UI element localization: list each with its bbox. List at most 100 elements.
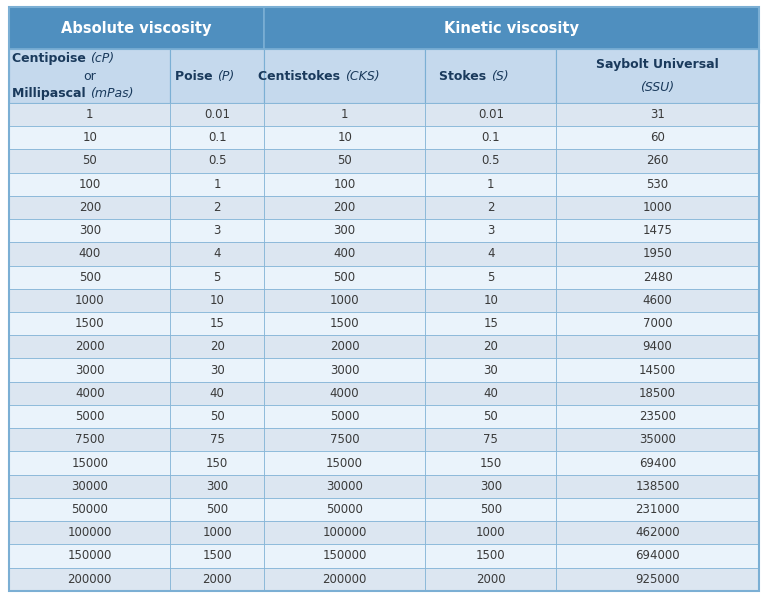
Text: 1000: 1000 bbox=[476, 526, 505, 539]
Text: 50: 50 bbox=[483, 410, 498, 423]
Text: 50000: 50000 bbox=[326, 503, 363, 516]
Bar bbox=[264, 451, 425, 475]
Bar bbox=[425, 196, 556, 219]
Text: (P): (P) bbox=[217, 69, 234, 83]
Bar bbox=[9, 451, 170, 475]
Text: 0.1: 0.1 bbox=[208, 131, 227, 144]
Bar bbox=[264, 405, 425, 428]
Bar bbox=[264, 521, 425, 544]
Text: 150: 150 bbox=[206, 456, 228, 469]
Bar bbox=[170, 173, 264, 196]
Text: 0.5: 0.5 bbox=[208, 154, 227, 167]
Text: 15: 15 bbox=[210, 317, 225, 330]
Bar bbox=[556, 266, 759, 289]
Bar bbox=[425, 568, 556, 591]
Text: 100000: 100000 bbox=[323, 526, 367, 539]
Text: 31: 31 bbox=[650, 108, 665, 121]
Bar bbox=[264, 312, 425, 335]
Bar bbox=[425, 405, 556, 428]
Bar bbox=[9, 126, 170, 150]
Bar bbox=[264, 382, 425, 405]
Text: 69400: 69400 bbox=[639, 456, 676, 469]
Bar bbox=[264, 266, 425, 289]
Text: (S): (S) bbox=[491, 69, 508, 83]
Bar bbox=[556, 521, 759, 544]
Text: 100: 100 bbox=[78, 178, 101, 191]
Text: 2000: 2000 bbox=[75, 340, 104, 353]
Text: 2000: 2000 bbox=[329, 340, 359, 353]
Text: 50: 50 bbox=[337, 154, 352, 167]
Text: 40: 40 bbox=[483, 387, 498, 400]
Bar bbox=[264, 126, 425, 150]
Bar bbox=[9, 405, 170, 428]
Text: 30: 30 bbox=[210, 364, 224, 377]
Text: Centistokes: Centistokes bbox=[258, 69, 345, 83]
Text: 15: 15 bbox=[483, 317, 498, 330]
Text: 0.5: 0.5 bbox=[482, 154, 500, 167]
Bar bbox=[425, 428, 556, 451]
Bar bbox=[9, 150, 170, 173]
Bar bbox=[170, 358, 264, 382]
Bar bbox=[425, 451, 556, 475]
Text: 1: 1 bbox=[86, 108, 94, 121]
Bar bbox=[425, 49, 556, 103]
Bar bbox=[9, 289, 170, 312]
Text: 200: 200 bbox=[78, 201, 101, 214]
Bar bbox=[170, 405, 264, 428]
Text: 15000: 15000 bbox=[71, 456, 108, 469]
Bar bbox=[170, 49, 264, 103]
Bar bbox=[556, 196, 759, 219]
Bar bbox=[9, 544, 170, 568]
Bar bbox=[9, 428, 170, 451]
Bar bbox=[556, 289, 759, 312]
Text: 462000: 462000 bbox=[635, 526, 680, 539]
Bar bbox=[556, 219, 759, 242]
Bar bbox=[425, 126, 556, 150]
Text: 7500: 7500 bbox=[329, 434, 359, 446]
Text: 400: 400 bbox=[333, 248, 356, 260]
Text: 20: 20 bbox=[210, 340, 225, 353]
Text: 7000: 7000 bbox=[643, 317, 673, 330]
Text: Stokes: Stokes bbox=[439, 69, 491, 83]
Text: 30: 30 bbox=[483, 364, 498, 377]
Text: 30000: 30000 bbox=[326, 480, 363, 493]
Bar bbox=[170, 219, 264, 242]
Text: 3000: 3000 bbox=[330, 364, 359, 377]
Text: Saybolt Universal: Saybolt Universal bbox=[596, 58, 719, 71]
Text: 200: 200 bbox=[333, 201, 356, 214]
Bar bbox=[556, 475, 759, 498]
Bar bbox=[170, 289, 264, 312]
Text: 500: 500 bbox=[480, 503, 502, 516]
Bar bbox=[170, 150, 264, 173]
Text: 150000: 150000 bbox=[323, 550, 367, 563]
Text: 260: 260 bbox=[647, 154, 669, 167]
Bar bbox=[425, 103, 556, 126]
Bar bbox=[9, 568, 170, 591]
Bar bbox=[264, 475, 425, 498]
Bar bbox=[170, 196, 264, 219]
Bar bbox=[425, 498, 556, 521]
Bar bbox=[425, 289, 556, 312]
Bar bbox=[170, 521, 264, 544]
Text: 1000: 1000 bbox=[203, 526, 232, 539]
Bar bbox=[556, 382, 759, 405]
Text: 15000: 15000 bbox=[326, 456, 363, 469]
Bar bbox=[264, 103, 425, 126]
Text: 14500: 14500 bbox=[639, 364, 676, 377]
Bar bbox=[9, 382, 170, 405]
Text: 23500: 23500 bbox=[639, 410, 676, 423]
Bar bbox=[264, 289, 425, 312]
Bar bbox=[264, 173, 425, 196]
Bar bbox=[9, 173, 170, 196]
Text: (SSU): (SSU) bbox=[641, 81, 674, 94]
Text: 2: 2 bbox=[487, 201, 495, 214]
Text: Centipoise: Centipoise bbox=[12, 52, 90, 65]
Text: 300: 300 bbox=[79, 224, 101, 237]
Bar bbox=[9, 498, 170, 521]
Text: Poise: Poise bbox=[175, 69, 217, 83]
Text: 50000: 50000 bbox=[71, 503, 108, 516]
Bar bbox=[556, 498, 759, 521]
Text: 4600: 4600 bbox=[643, 294, 673, 307]
Text: 1500: 1500 bbox=[75, 317, 104, 330]
Text: 4: 4 bbox=[487, 248, 495, 260]
